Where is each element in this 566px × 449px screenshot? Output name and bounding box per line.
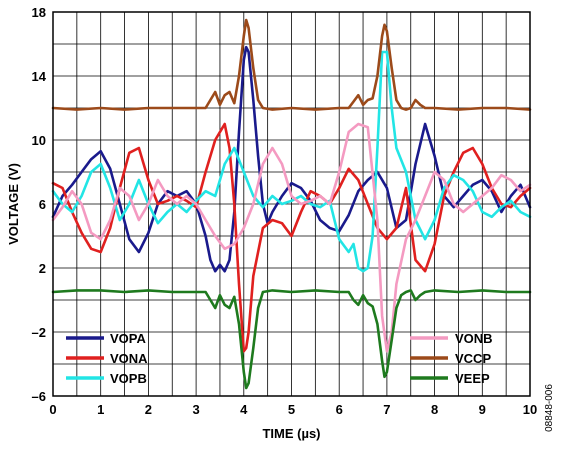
legend-label: VCCP (455, 351, 491, 366)
series-line-vopb (51, 50, 532, 273)
legend-label: VEEP (455, 371, 490, 386)
y-tick-label: –2 (32, 325, 46, 340)
y-axis-label: VOLTAGE (V) (6, 163, 21, 245)
x-tick-label: 10 (523, 402, 537, 417)
y-tick-label: 14 (32, 69, 47, 84)
y-tick-label: 10 (32, 133, 46, 148)
legend-label: VONB (455, 331, 493, 346)
x-tick-label: 8 (431, 402, 438, 417)
series-line-vccp (51, 18, 532, 111)
y-tick-label: 18 (32, 5, 46, 20)
series-line-veep (51, 289, 532, 390)
x-tick-label: 3 (192, 402, 199, 417)
series-line-vonb (51, 122, 532, 353)
x-tick-label: 1 (97, 402, 104, 417)
x-tick-label: 4 (240, 402, 248, 417)
x-tick-label: 6 (336, 402, 343, 417)
y-tick-labels: 18 14 10 6 2 –2 –6 (32, 5, 47, 404)
series-lines (51, 18, 532, 390)
series-line-vopa (51, 45, 532, 273)
plot-frame (52, 11, 531, 397)
gridlines (53, 12, 530, 396)
x-axis-label: TIME (µs) (262, 426, 320, 441)
x-tick-label: 0 (49, 402, 56, 417)
x-tick-label: 7 (383, 402, 390, 417)
legend-label: VOPA (110, 331, 146, 346)
y-tick-label: –6 (32, 389, 46, 404)
legend: VOPA VONA VOPB VONB VCCP VEEP (66, 331, 493, 386)
y-tick-label: 2 (39, 261, 46, 276)
legend-label: VONA (110, 351, 148, 366)
x-tick-labels: 0 1 2 3 4 5 6 7 8 9 10 (49, 402, 537, 417)
series-line-vona (51, 122, 532, 353)
y-tick-label: 6 (39, 197, 46, 212)
x-tick-label: 5 (288, 402, 295, 417)
x-tick-label: 9 (479, 402, 486, 417)
legend-label: VOPB (110, 371, 147, 386)
figure-id: 08848-006 (544, 384, 555, 432)
x-tick-label: 2 (145, 402, 152, 417)
